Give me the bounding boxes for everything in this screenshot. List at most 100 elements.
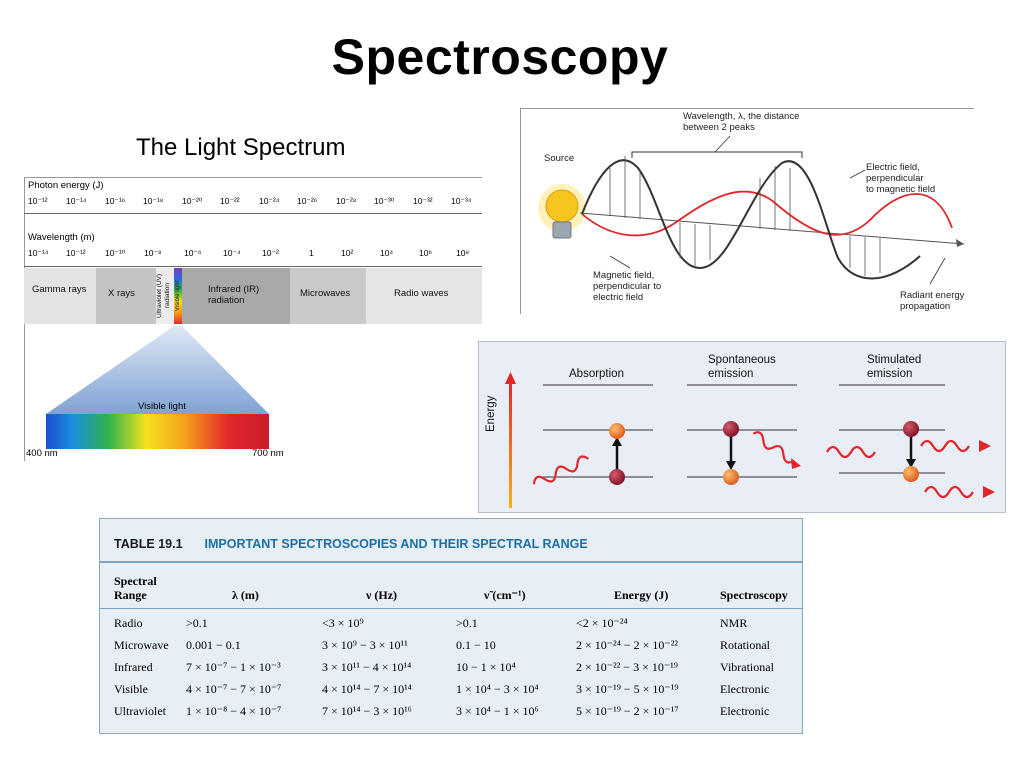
cell-spectroscopy: Electronic xyxy=(720,704,770,718)
radiant-label-2: propagation xyxy=(900,301,951,312)
wavelength-tick: 1 xyxy=(309,248,314,258)
spectrum-top-border xyxy=(24,177,482,178)
electric-label-2: perpendicular xyxy=(866,173,924,184)
header-range-line-1: Spectral xyxy=(114,574,157,588)
absorption-photon xyxy=(532,455,589,485)
energy-tick: 10⁻¹⁴ xyxy=(66,196,87,206)
wavelength-label-2: between 2 peaks xyxy=(683,122,755,133)
cell-energy: 5 × 10⁻¹⁹ − 2 × 10⁻¹⁷ xyxy=(576,704,679,718)
spontaneous-excited-atom xyxy=(723,421,739,437)
slide-title: Spectroscopy xyxy=(331,29,669,85)
cell-spectroscopy: Vibrational xyxy=(720,660,774,674)
cell-spectroscopy: Electronic xyxy=(720,682,770,696)
spontaneous-arrow-head xyxy=(726,461,736,470)
table-header-rule xyxy=(100,608,802,609)
uv-band: Ultraviolet (UV) radiation xyxy=(156,268,174,324)
bulb-icon xyxy=(545,189,579,223)
electric-label-3: to magnetic field xyxy=(866,184,936,195)
header-range-line-2: Range xyxy=(114,588,147,602)
wavelength-tick: 10⁻² xyxy=(262,248,279,258)
uv-label: Ultraviolet (UV) radiation xyxy=(156,273,171,319)
wavelength-tick: 10⁻⁴ xyxy=(223,248,241,258)
cell-lambda: 4 × 10⁻⁷ − 7 × 10⁻⁷ xyxy=(186,682,282,696)
table-title: IMPORTANT SPECTROSCOPIES AND THEIR SPECT… xyxy=(204,537,588,551)
wavelength-tick: 10⁶ xyxy=(419,248,432,258)
wavelength-bracket xyxy=(631,151,803,158)
gamma-band: Gamma rays xyxy=(24,268,96,324)
spectroscopy-table: TABLE 19.1 IMPORTANT SPECTROSCOPIES AND T… xyxy=(99,518,803,734)
level-lines xyxy=(543,384,945,478)
visible-min-label: 400 nm xyxy=(26,448,58,459)
gamma-label: Gamma rays xyxy=(32,284,87,295)
radio-label: Radio waves xyxy=(394,288,449,299)
table-number: TABLE 19.1 xyxy=(114,537,183,551)
microwave-label: Microwaves xyxy=(300,288,351,299)
cell-energy: <2 × 10⁻²⁴ xyxy=(576,616,628,630)
wavelength-tick: 10⁻¹⁰ xyxy=(105,248,126,258)
wavelength-tick: 10⁻⁶ xyxy=(184,248,202,258)
propagation-arrow xyxy=(956,239,964,247)
wavelength-label: Wavelength (m) xyxy=(28,232,95,243)
magnetic-wave xyxy=(581,190,953,237)
cell-range: Radio xyxy=(114,616,143,630)
stimulated-out-photon-1 xyxy=(920,439,970,453)
stimulated-out-photon-2 xyxy=(924,485,974,499)
wavelength-axis-line xyxy=(24,266,482,267)
wavelength-tick: 10⁴ xyxy=(380,248,394,258)
magnetic-label-2: perpendicular to xyxy=(593,281,662,292)
electric-pointer xyxy=(849,169,866,179)
stimulated-ground-atom xyxy=(903,466,919,482)
energy-transition-figure: Energy Absorption Spontaneous emission S… xyxy=(478,341,1006,513)
table-top-rule xyxy=(100,561,802,563)
visible-spread xyxy=(46,326,269,449)
propagation-axis xyxy=(579,212,965,245)
energy-axis-line xyxy=(24,213,482,214)
wave-top-border xyxy=(520,108,974,109)
em-wave-figure: Wavelength, λ, the distance between 2 pe… xyxy=(520,108,974,314)
cell-nu: 4 × 10¹⁴ − 7 × 10¹⁴ xyxy=(322,682,412,696)
cell-range: Visible xyxy=(114,682,148,696)
energy-tick: 10⁻¹⁶ xyxy=(105,196,126,206)
photon-energy-label: Photon energy (J) xyxy=(28,180,104,191)
wavelength-label-1: Wavelength, λ, the distance xyxy=(683,111,800,122)
stimulated-out-photon-2-head xyxy=(983,486,995,498)
magnetic-pointer xyxy=(609,255,631,269)
table-caption: TABLE 19.1 IMPORTANT SPECTROSCOPIES AND T… xyxy=(114,537,588,551)
energy-tick: 10⁻³⁴ xyxy=(451,196,472,206)
header-spectroscopy: Spectroscopy xyxy=(720,588,788,602)
electric-wave xyxy=(581,159,921,280)
spontaneous-photon-head xyxy=(791,458,801,469)
energy-drawing xyxy=(505,372,995,508)
cell-energy: 3 × 10⁻¹⁹ − 5 × 10⁻¹⁹ xyxy=(576,682,679,696)
cell-wavenumber: 0.1 − 10 xyxy=(456,638,496,652)
energy-arrow-head xyxy=(505,372,516,384)
radiant-pointer xyxy=(929,257,946,285)
absorption-ground-atom xyxy=(609,469,625,485)
visible-spread-triangle xyxy=(46,326,269,414)
radio-band: Radio waves xyxy=(366,268,482,324)
cell-lambda: 7 × 10⁻⁷ − 1 × 10⁻³ xyxy=(186,660,281,674)
energy-tick: 10⁻²⁰ xyxy=(182,196,203,206)
cell-wavenumber: 10 − 1 × 10⁴ xyxy=(456,660,516,674)
spontaneous-ground-atom xyxy=(723,469,739,485)
energy-tick: 10⁻¹² xyxy=(28,196,48,206)
cell-energy: 2 × 10⁻²⁴ − 2 × 10⁻²² xyxy=(576,638,678,652)
energy-tick: 10⁻²⁴ xyxy=(259,196,280,206)
header-range: Spectral Range xyxy=(114,574,157,602)
light-spectrum-figure: Photon energy (J) 10⁻¹² 10⁻¹⁴ 10⁻¹⁶ 10⁻¹… xyxy=(24,177,482,461)
wavelength-tick: 10⁸ xyxy=(456,248,470,258)
wave-left-border xyxy=(520,108,521,314)
cell-lambda: >0.1 xyxy=(186,616,208,630)
energy-axis xyxy=(509,380,512,508)
energy-tick: 10⁻²² xyxy=(220,196,240,206)
cell-wavenumber: 3 × 10⁴ − 1 × 10⁶ xyxy=(456,704,539,718)
absorption-excited-atom xyxy=(609,423,625,439)
spontaneous-label-1: Spontaneous xyxy=(708,354,776,366)
energy-tick: 10⁻²⁶ xyxy=(297,196,318,206)
cell-nu: 3 × 10⁹ − 3 × 10¹¹ xyxy=(322,638,408,652)
spontaneous-label-2: emission xyxy=(708,368,754,380)
magnetic-label-1: Magnetic field, xyxy=(593,270,655,281)
stimulated-out-photon-1-head xyxy=(979,440,991,452)
wavelength-tick: 10⁻¹⁴ xyxy=(28,248,49,258)
cell-spectroscopy: Rotational xyxy=(720,638,770,652)
